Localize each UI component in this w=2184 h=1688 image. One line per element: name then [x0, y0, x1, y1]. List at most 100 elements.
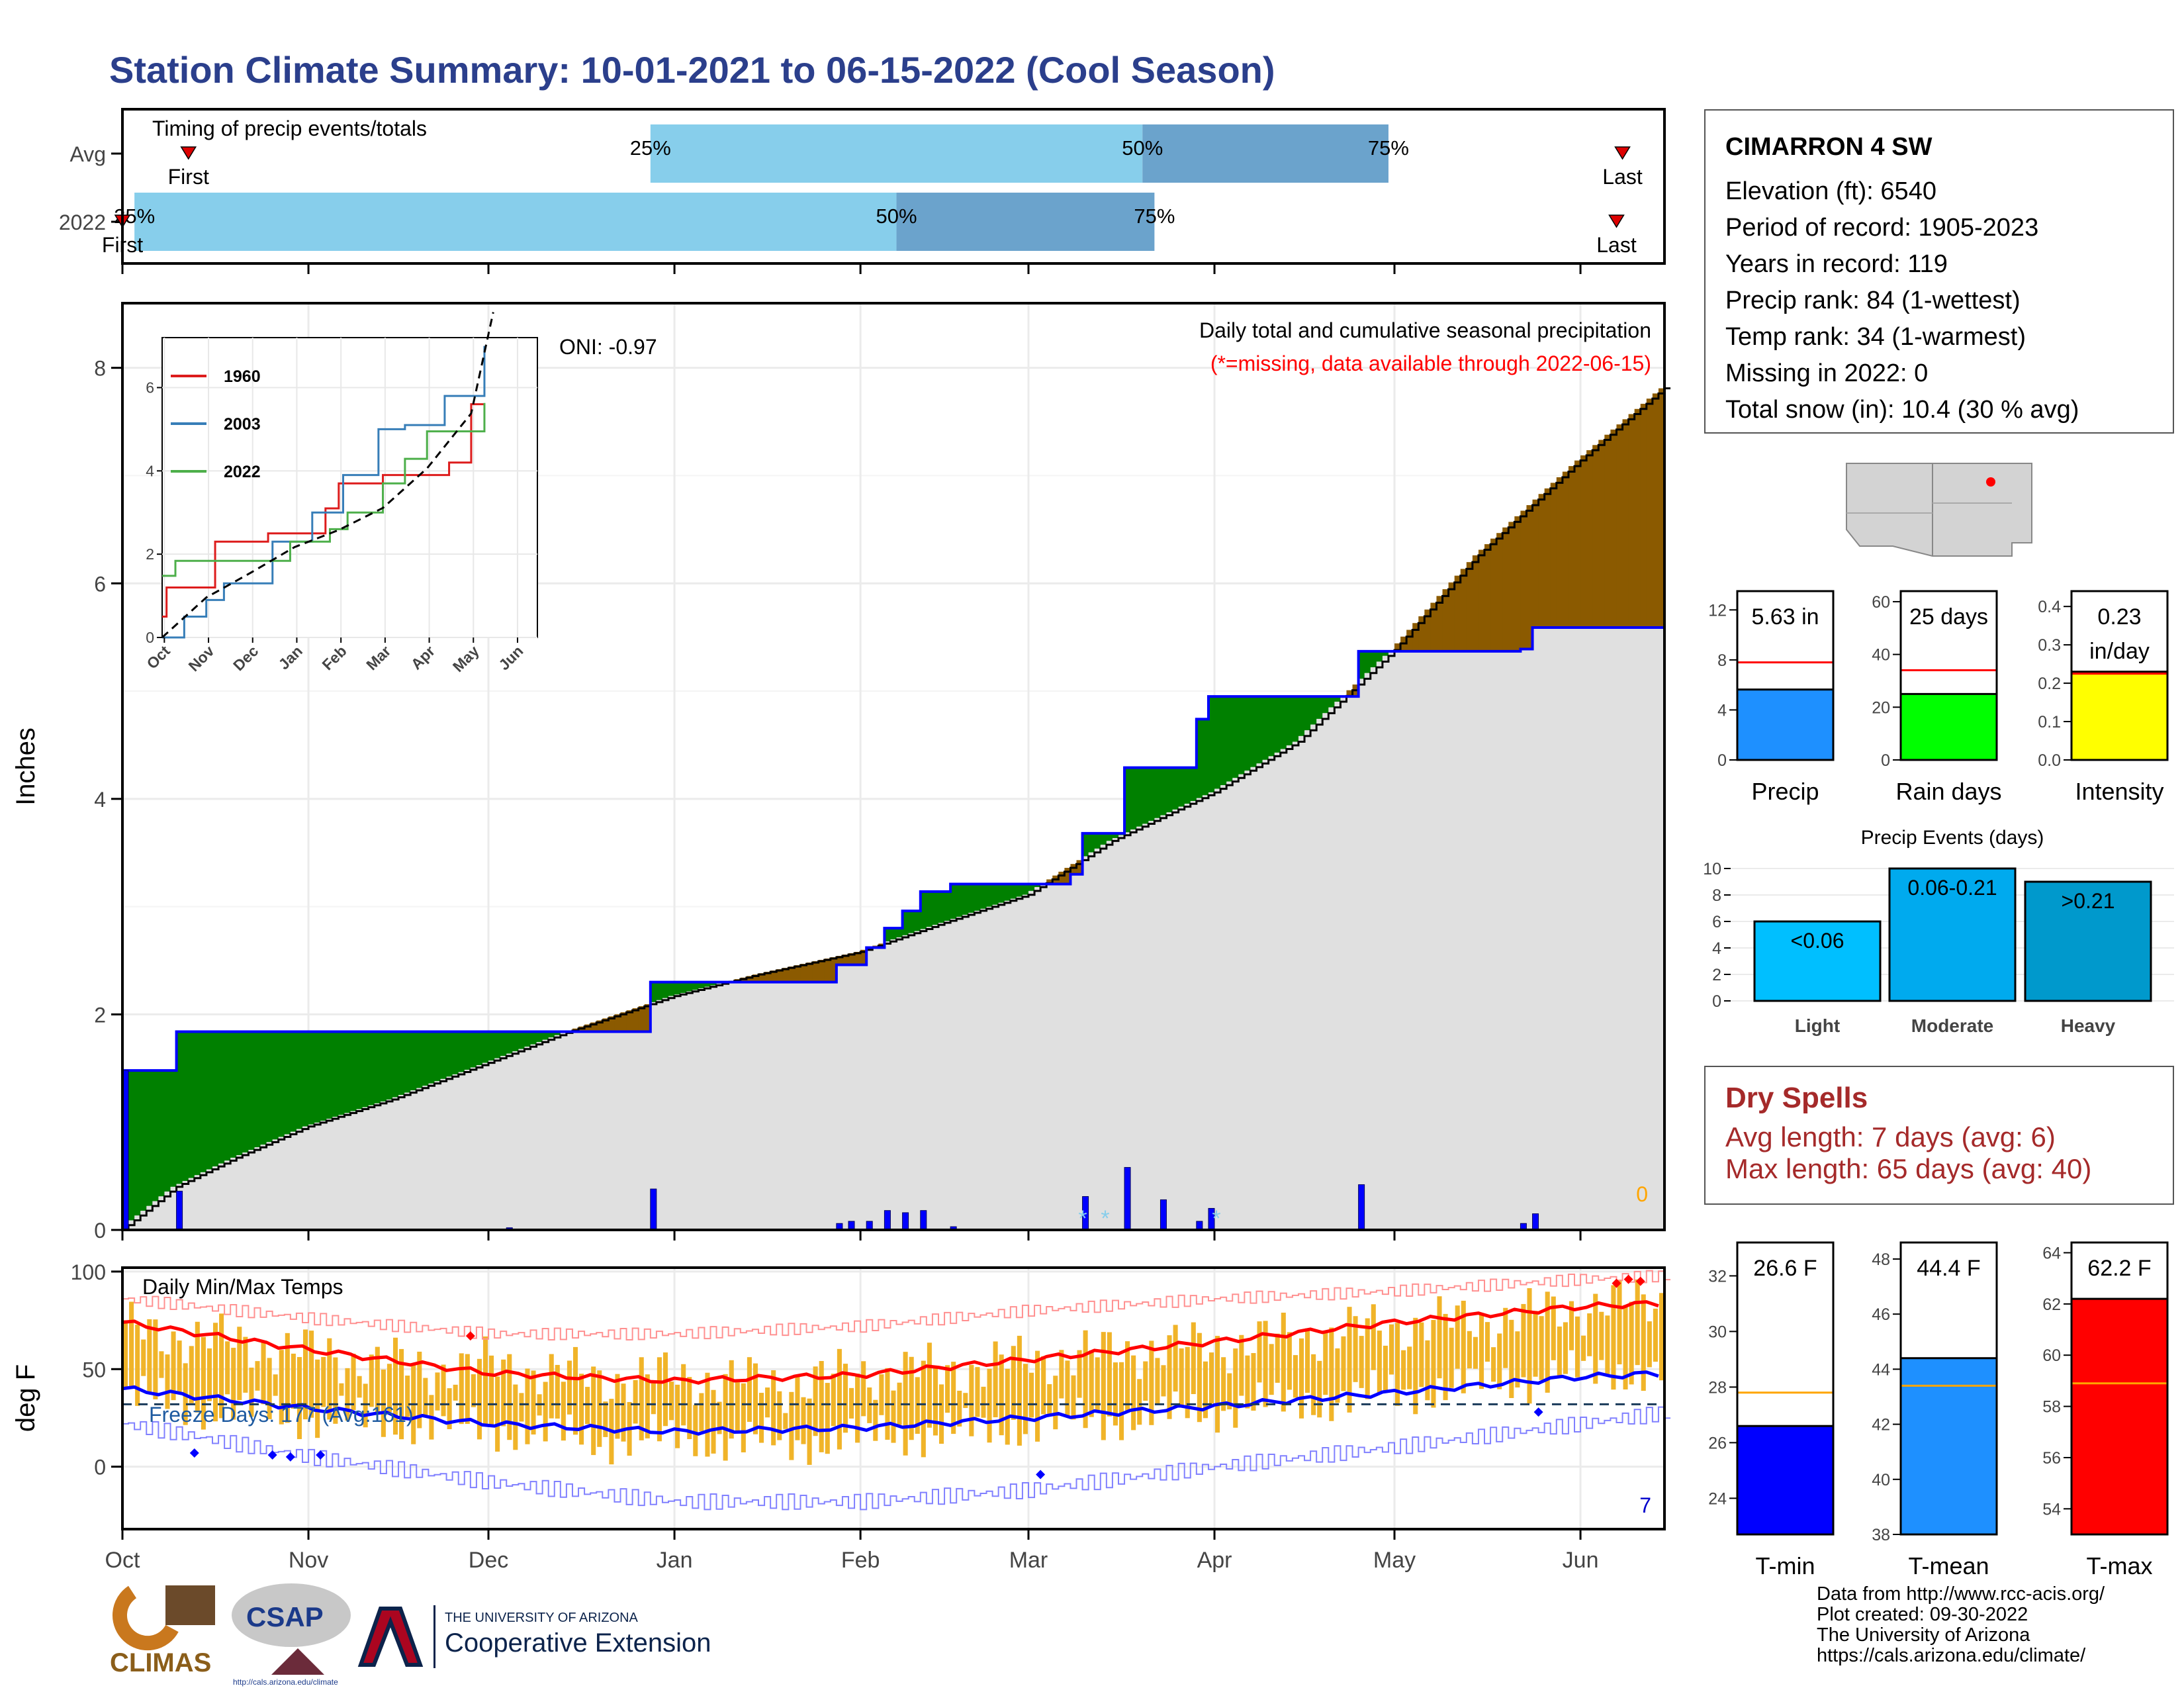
- normal-area: [1556, 628, 1563, 1230]
- inset-series-line-2022: [162, 402, 486, 577]
- normal-area: [1256, 763, 1263, 1230]
- normal-area: [1166, 812, 1173, 1230]
- dry-spells-max: Max length: 65 days (avg: 40): [1725, 1153, 2092, 1184]
- above-average-area: [404, 1031, 411, 1093]
- normal-area: [494, 1058, 501, 1230]
- daily-temp-bar: [969, 1365, 974, 1436]
- below-average-area: [1508, 522, 1515, 651]
- normal-area: [1028, 890, 1035, 1230]
- above-average-area: [134, 1070, 141, 1216]
- daily-temp-bar: [1095, 1357, 1100, 1411]
- daily-temp-bar: [681, 1364, 686, 1426]
- timing-last-label: Last: [1602, 165, 1643, 189]
- normal-area: [548, 1037, 555, 1230]
- below-average-area: [1502, 527, 1509, 651]
- normal-area: [152, 1201, 159, 1230]
- inset-legend-label: 1960: [224, 367, 261, 386]
- normal-area: [344, 1113, 351, 1230]
- daily-precip-bar: [920, 1210, 927, 1231]
- normal-area: [1238, 774, 1245, 1230]
- month-tick-label: Jan: [657, 1548, 693, 1573]
- credits-line: Plot created: 09-30-2022: [1817, 1604, 2028, 1625]
- normal-area: [1598, 628, 1605, 1230]
- above-average-area: [992, 884, 999, 905]
- daily-temp-bar: [291, 1353, 296, 1409]
- normal-area: [194, 1175, 201, 1230]
- station-missing: Missing in 2022: 0: [1725, 359, 1929, 387]
- normal-area: [692, 990, 699, 1230]
- normal-area: [1130, 829, 1137, 1230]
- daily-temp-bar: [591, 1366, 596, 1456]
- daily-temp-bar: [849, 1387, 854, 1419]
- normal-area: [1382, 655, 1389, 1230]
- event-bar-label: <0.06: [1791, 929, 1844, 953]
- university-of-arizona-logo: THE UNIVERSITY OF ARIZONA Cooperative Ex…: [357, 1605, 711, 1668]
- daily-temp-bar: [831, 1374, 836, 1427]
- above-average-area: [1238, 696, 1245, 774]
- daily-temp-bar: [1347, 1307, 1352, 1413]
- precip-chart-title: Daily total and cumulative seasonal prec…: [1199, 318, 1651, 342]
- daily-temp-bar: [1083, 1330, 1088, 1429]
- mini-panel-name: Rain days: [1895, 778, 2001, 805]
- daily-temp-bar: [687, 1377, 692, 1440]
- daily-temp-bar: [1413, 1317, 1418, 1415]
- normal-area: [536, 1042, 543, 1230]
- daily-temp-bar: [597, 1370, 602, 1447]
- below-average-area: [1442, 589, 1449, 651]
- below-average-area: [1574, 460, 1581, 628]
- normal-area: [284, 1134, 291, 1230]
- daily-temp-bar: [1599, 1311, 1604, 1360]
- timing-p50-label: 50%: [876, 205, 917, 228]
- normal-area: [860, 964, 867, 1230]
- mini-value-label: 25 days: [1909, 604, 1988, 630]
- daily-temp-bar: [1365, 1318, 1370, 1399]
- station-name: CIMARRON 4 SW: [1725, 133, 1933, 161]
- above-average-area: [206, 1031, 213, 1170]
- daily-temp-bar: [572, 1346, 578, 1435]
- daily-temp-bar: [195, 1321, 200, 1413]
- normal-area: [434, 1081, 441, 1230]
- below-average-area: [1622, 419, 1629, 628]
- above-average-area: [944, 891, 951, 921]
- below-average-area: [758, 973, 765, 982]
- below-average-area: [1652, 393, 1659, 628]
- inset-y-tick-label: 4: [146, 462, 154, 479]
- record-marker: [285, 1452, 295, 1462]
- below-average-area: [1064, 868, 1071, 884]
- daily-temp-bar: [212, 1323, 218, 1422]
- above-average-area: [314, 1031, 321, 1123]
- above-average-area: [524, 1031, 531, 1047]
- above-average-area: [1280, 696, 1287, 749]
- below-average-area: [1544, 488, 1551, 628]
- above-average-area: [380, 1031, 387, 1102]
- below-average-area: [1058, 871, 1065, 884]
- above-average-area: [1244, 696, 1251, 771]
- normal-area: [722, 982, 729, 1230]
- daily-temp-bar: [471, 1374, 476, 1407]
- above-average-area: [914, 911, 921, 931]
- month-tick-label: Apr: [1197, 1548, 1232, 1573]
- daily-temp-bar: [651, 1383, 656, 1415]
- mini-y-tick-label: 62: [2042, 1295, 2061, 1314]
- daily-temp-bar: [231, 1348, 236, 1420]
- normal-area: [1058, 884, 1065, 1230]
- daily-temp-bar: [1563, 1322, 1568, 1374]
- station-marker: [1986, 477, 1995, 487]
- above-average-area: [1028, 884, 1035, 891]
- above-average-area: [422, 1031, 429, 1086]
- normal-area: [182, 1181, 189, 1230]
- daily-temp-bar: [1215, 1336, 1220, 1433]
- normal-area: [140, 1211, 147, 1230]
- daily-temp-bar: [333, 1357, 338, 1424]
- below-average-area: [1526, 505, 1533, 649]
- above-average-area: [1328, 696, 1335, 708]
- daily-temp-bar: [255, 1361, 260, 1391]
- normal-area: [1442, 651, 1449, 1230]
- above-average-area: [152, 1070, 159, 1201]
- daily-precip-bar: [1124, 1167, 1131, 1231]
- mini-y-tick-label: 4: [1717, 701, 1727, 720]
- record-marker: [1533, 1407, 1543, 1417]
- snow-mark: *: [1101, 1206, 1109, 1231]
- above-average-area: [650, 982, 657, 1002]
- daily-temp-bar: [1569, 1301, 1574, 1350]
